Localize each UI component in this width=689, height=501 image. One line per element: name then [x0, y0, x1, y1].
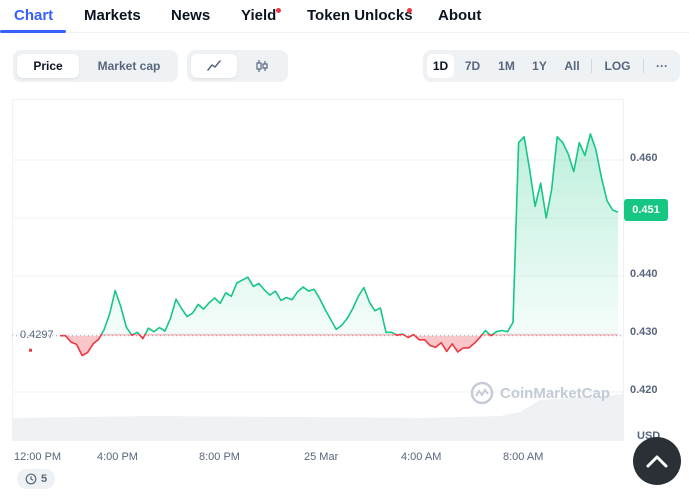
range-1d-button[interactable]: 1D	[427, 54, 454, 78]
toolbar-separator	[591, 59, 592, 73]
candlestick-chart-button[interactable]	[239, 54, 285, 78]
watermark-text: CoinMarketCap	[500, 384, 611, 402]
yield-notification-dot	[276, 8, 281, 13]
line-chart-icon	[207, 60, 221, 71]
y-tick-label: 0.420	[630, 384, 658, 396]
active-tab-indicator	[0, 30, 66, 33]
y-tick-label: 0.440	[630, 268, 658, 280]
current-price-tag: 0.451	[624, 199, 668, 221]
coinmarketcap-logo-icon	[470, 381, 494, 405]
y-tick-label: 0.460	[630, 152, 658, 164]
scroll-to-top-button[interactable]	[633, 437, 681, 485]
area-above-baseline	[101, 133, 618, 334]
line-chart-button[interactable]	[191, 54, 237, 78]
history-badge[interactable]: 5	[17, 469, 56, 489]
tab-chart[interactable]: Chart	[14, 7, 54, 24]
x-tick-label: 8:00 PM	[199, 451, 240, 463]
x-tick-label: 4:00 PM	[97, 451, 138, 463]
tab-news[interactable]: News	[171, 7, 211, 24]
price-line-up	[100, 133, 619, 334]
x-tick-label: 12:00 PM	[14, 451, 62, 463]
x-tick-label: 8:00 AM	[503, 451, 544, 463]
tab-yield[interactable]: Yield	[241, 7, 277, 24]
history-icon	[25, 473, 37, 485]
top-nav: Chart Markets News Yield Token Unlocks A…	[0, 0, 689, 33]
chart-style-toggle	[187, 50, 288, 82]
log-scale-button[interactable]: LOG	[604, 59, 631, 73]
token-unlocks-notification-dot	[407, 8, 412, 13]
more-options-button[interactable]: ···	[656, 59, 668, 73]
range-7d-button[interactable]: 7D	[464, 59, 481, 73]
coinmarketcap-watermark: CoinMarketCap	[470, 381, 610, 405]
chart-frame	[12, 99, 624, 441]
range-all-button[interactable]: All	[564, 59, 580, 73]
history-count: 5	[41, 473, 48, 485]
price-toggle-button[interactable]: Price	[17, 54, 79, 78]
x-tick-label: 25 Mar	[304, 451, 339, 463]
volume-area	[12, 394, 624, 441]
tab-markets[interactable]: Markets	[84, 7, 141, 24]
market-cap-toggle-button[interactable]: Market cap	[97, 59, 161, 73]
metric-toggle: Price Market cap	[13, 50, 178, 82]
toolbar-separator	[643, 59, 644, 73]
y-tick-label: 0.430	[630, 326, 658, 338]
x-tick-label: 4:00 AM	[401, 451, 442, 463]
range-selector: 1D 7D 1M 1Y All LOG ···	[423, 50, 680, 82]
open-price-marker	[29, 348, 32, 352]
tab-token-unlocks[interactable]: Token Unlocks	[307, 7, 413, 24]
candlestick-icon	[256, 60, 268, 72]
range-1m-button[interactable]: 1M	[498, 59, 515, 73]
range-1y-button[interactable]: 1Y	[532, 59, 547, 73]
open-price-label: 0.4297	[20, 329, 54, 341]
chevron-up-icon	[646, 455, 668, 468]
tab-about[interactable]: About	[438, 7, 482, 24]
